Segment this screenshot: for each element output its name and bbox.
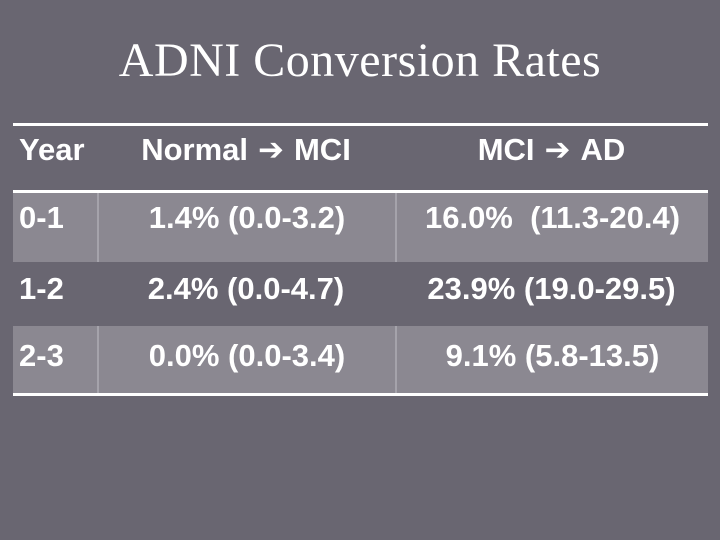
table-row-year-2-3: 2-3 0.0% (0.0-3.4) 9.1% (5.8-13.5) bbox=[13, 326, 708, 393]
year-value: 0-1 bbox=[19, 199, 64, 235]
mci-label: MCI bbox=[477, 132, 535, 167]
mci-to-ad-cell: 16.0% (11.3-20.4) bbox=[395, 193, 708, 262]
ad-label: AD bbox=[580, 132, 626, 167]
arrow-right-icon: ➔ bbox=[258, 132, 284, 168]
page-title: ADNI Conversion Rates bbox=[118, 34, 602, 87]
normal-label: Normal bbox=[141, 132, 248, 167]
mci-to-ad-cell: 23.9% (19.0-29.5) bbox=[395, 262, 708, 326]
table-header-row: Year Normal ➔ MCI MCI ➔ AD bbox=[13, 126, 708, 190]
year-cell: 2-3 bbox=[13, 326, 97, 393]
normal-to-mci-cell: 0.0% (0.0-3.4) bbox=[97, 326, 395, 393]
normal-to-mci-value: 1.4% (0.0-3.2) bbox=[148, 199, 346, 235]
arrow-right-icon: ➔ bbox=[544, 132, 571, 168]
table-bottom-rule bbox=[13, 393, 708, 396]
table-row-year-0-1: 0-1 1.4% (0.0-3.2) 16.0% (11.3-20.4) bbox=[13, 190, 708, 262]
mci-label: MCI bbox=[293, 132, 351, 167]
table-top-rule bbox=[13, 123, 708, 126]
year-header-label: Year bbox=[19, 132, 85, 167]
column-header-year: Year bbox=[13, 126, 97, 190]
column-header-mci-to-ad: MCI ➔ AD bbox=[395, 126, 708, 190]
table-row-year-1-2: 1-2 2.4% (0.0-4.7) 23.9% (19.0-29.5) bbox=[13, 262, 708, 326]
normal-to-mci-cell: 1.4% (0.0-3.2) bbox=[97, 193, 395, 262]
conversion-rates-table: Year Normal ➔ MCI MCI ➔ AD 0-1 1.4% (0.0… bbox=[13, 123, 708, 396]
normal-to-mci-cell: 2.4% (0.0-4.7) bbox=[97, 262, 395, 326]
mci-to-ad-value: 16.0% (11.3-20.4) bbox=[424, 199, 681, 235]
year-value: 2-3 bbox=[19, 337, 64, 373]
normal-to-mci-value: 0.0% (0.0-3.4) bbox=[148, 337, 346, 373]
column-header-normal-to-mci: Normal ➔ MCI bbox=[97, 126, 395, 190]
year-cell: 0-1 bbox=[13, 193, 97, 262]
mci-to-ad-cell: 9.1% (5.8-13.5) bbox=[395, 326, 708, 393]
normal-to-mci-value: 2.4% (0.0-4.7) bbox=[147, 270, 345, 306]
year-value: 1-2 bbox=[19, 270, 64, 306]
year-cell: 1-2 bbox=[13, 262, 97, 326]
mci-to-ad-value: 9.1% (5.8-13.5) bbox=[445, 337, 660, 373]
mci-to-ad-value: 23.9% (19.0-29.5) bbox=[427, 270, 676, 306]
